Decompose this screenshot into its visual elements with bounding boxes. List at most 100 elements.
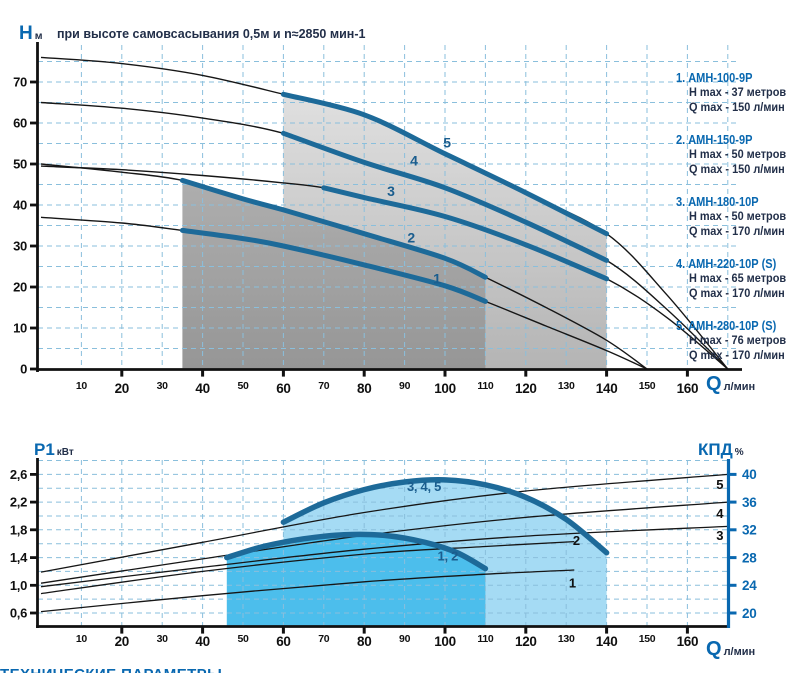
tick-mark bbox=[362, 627, 366, 634]
x-tick-label: 60 bbox=[276, 634, 290, 649]
p1-tick-label: 2,6 bbox=[10, 467, 27, 482]
pump-name: 4. АМН-220-10Р (S) bbox=[676, 256, 777, 271]
tick-mark bbox=[605, 370, 609, 377]
bottom-label-1: 1 bbox=[569, 575, 576, 590]
kpd-tick-label: 24 bbox=[742, 578, 757, 593]
tick-mark bbox=[30, 121, 38, 125]
kpd-tick-label: 32 bbox=[742, 523, 756, 538]
curve-АМН-280-10Р (S)-operating bbox=[280, 91, 610, 237]
curve-АМН-100-9Р-operating bbox=[179, 227, 488, 304]
tick-mark bbox=[605, 627, 609, 634]
tick-mark bbox=[30, 162, 38, 166]
tick-mark bbox=[30, 528, 38, 532]
curve-label-5: 5 bbox=[443, 135, 451, 151]
power-curve-3 bbox=[40, 525, 728, 588]
x-tick-label: 20 bbox=[115, 381, 129, 396]
tick-mark bbox=[443, 627, 447, 634]
efficiency-curve-1, 2 bbox=[224, 531, 489, 572]
x-tick-label: 70 bbox=[318, 633, 330, 645]
x-tick-label: 50 bbox=[237, 380, 249, 392]
head-axis-unit: м bbox=[34, 30, 43, 42]
y-tick-label: 0 bbox=[20, 362, 27, 377]
tick-mark bbox=[30, 285, 38, 289]
tick-mark bbox=[30, 556, 38, 559]
legend-entry: 3. АМН-180-10Р Н max - 50 метров Q max -… bbox=[676, 194, 794, 240]
bottom-label-3: 3 bbox=[716, 528, 723, 543]
power-axis-symbol: Р1 bbox=[34, 440, 55, 459]
tick-mark bbox=[443, 370, 447, 377]
x-tick-label: 30 bbox=[157, 633, 169, 645]
tick-mark bbox=[30, 367, 38, 371]
y-tick-label: 10 bbox=[13, 321, 27, 336]
hmax-value: Н max - 65 метров bbox=[689, 272, 787, 285]
x-tick-label: 80 bbox=[357, 381, 371, 396]
tick-mark bbox=[201, 370, 205, 377]
curve-АМН-180-10Р-operating bbox=[321, 185, 610, 282]
x-tick-label: 50 bbox=[237, 633, 249, 645]
head-axis-symbol: Н bbox=[19, 23, 33, 44]
x-tick-label: 100 bbox=[434, 381, 456, 396]
x-tick-label: 20 bbox=[115, 634, 129, 649]
x-tick-label: 120 bbox=[515, 381, 537, 396]
x-tick-label: 80 bbox=[357, 634, 371, 649]
x-tick-label: 150 bbox=[639, 380, 656, 392]
tick-mark bbox=[362, 370, 366, 377]
curve-label-3: 3 bbox=[387, 183, 395, 199]
hmax-value: Н max - 50 метров bbox=[689, 210, 787, 223]
pump-name: 3. АМН-180-10Р bbox=[676, 194, 759, 209]
chart-title: при высоте самовсасывания 0,5м и n≈2850 … bbox=[57, 27, 366, 41]
flow-axis-symbol: Q bbox=[706, 373, 722, 395]
power-axis-unit: кВт bbox=[56, 447, 74, 458]
x-tick-label: 150 bbox=[639, 633, 656, 645]
operating-range-1-2 bbox=[182, 180, 486, 369]
hmax-value: Н max - 37 метров bbox=[689, 87, 787, 99]
tick-mark bbox=[30, 473, 38, 476]
x-tick-label: 90 bbox=[399, 633, 411, 645]
kpd-tick-label: 20 bbox=[742, 606, 756, 621]
x-tick-label: 70 bbox=[318, 380, 330, 392]
bottom-left-axis-label: Р1 кВт bbox=[34, 440, 74, 460]
y-tick-label: 60 bbox=[13, 116, 27, 131]
x-tick-label: 140 bbox=[596, 634, 618, 649]
x-tick-label: 110 bbox=[477, 380, 493, 392]
efficiency-axis-unit: % bbox=[734, 447, 744, 458]
y-tick-label: 30 bbox=[13, 239, 27, 254]
p1-tick-label: 2,2 bbox=[10, 495, 27, 510]
tick-mark bbox=[685, 627, 689, 634]
p1-tick-label: 0,6 bbox=[10, 606, 27, 621]
p1-tick-label: 1,8 bbox=[10, 522, 27, 537]
legend-entry: 5. АМН-280-10Р (S) Н max - 76 метров Q m… bbox=[676, 318, 794, 364]
tick-mark bbox=[30, 80, 38, 84]
x-tick-label: 100 bbox=[434, 634, 456, 649]
hmax-value: Н max - 50 метров bbox=[689, 148, 787, 161]
efficiency-axis-symbol: КПД bbox=[698, 440, 733, 459]
power-curve-5 bbox=[40, 473, 728, 573]
y-tick-label: 50 bbox=[13, 157, 27, 172]
kpd-tick-label: 40 bbox=[742, 467, 756, 482]
x-tick-label: 30 bbox=[157, 380, 169, 392]
tick-mark bbox=[120, 370, 124, 377]
tick-mark bbox=[201, 627, 205, 634]
x-tick-label: 40 bbox=[195, 381, 209, 396]
legend-entry: 4. АМН-220-10Р (S) Н max - 65 метров Q m… bbox=[676, 256, 794, 302]
y-tick-label: 70 bbox=[13, 75, 27, 90]
x-tick-label: 130 bbox=[558, 380, 575, 392]
efficiency-curve-3, 4, 5 bbox=[280, 477, 610, 556]
legend-entry: 2. АМН-150-9Р Н max - 50 метров Q max - … bbox=[676, 132, 794, 178]
tick-mark bbox=[729, 583, 737, 587]
x-tick-label: 110 bbox=[477, 633, 493, 645]
curve-label-4: 4 bbox=[410, 153, 418, 169]
curve-label-1: 1 bbox=[433, 271, 441, 287]
x-tick-label: 130 bbox=[558, 633, 575, 645]
section-heading-cut: ТЕХНИЧЕСКИЕ ПАРАМЕТРЫ bbox=[0, 666, 222, 673]
x-tick-label: 140 bbox=[596, 381, 618, 396]
pump-name: 5. АМН-280-10Р (S) bbox=[676, 318, 777, 333]
bottom-label-3-4-5: 3, 4, 5 bbox=[407, 479, 441, 494]
p1-tick-label: 1,4 bbox=[10, 550, 28, 565]
x-tick-label: 160 bbox=[677, 634, 699, 649]
kpd-tick-label: 36 bbox=[742, 495, 757, 510]
kpd-tick-label: 28 bbox=[742, 550, 757, 565]
qmax-value: Q max - 150 л/мин bbox=[689, 164, 785, 177]
